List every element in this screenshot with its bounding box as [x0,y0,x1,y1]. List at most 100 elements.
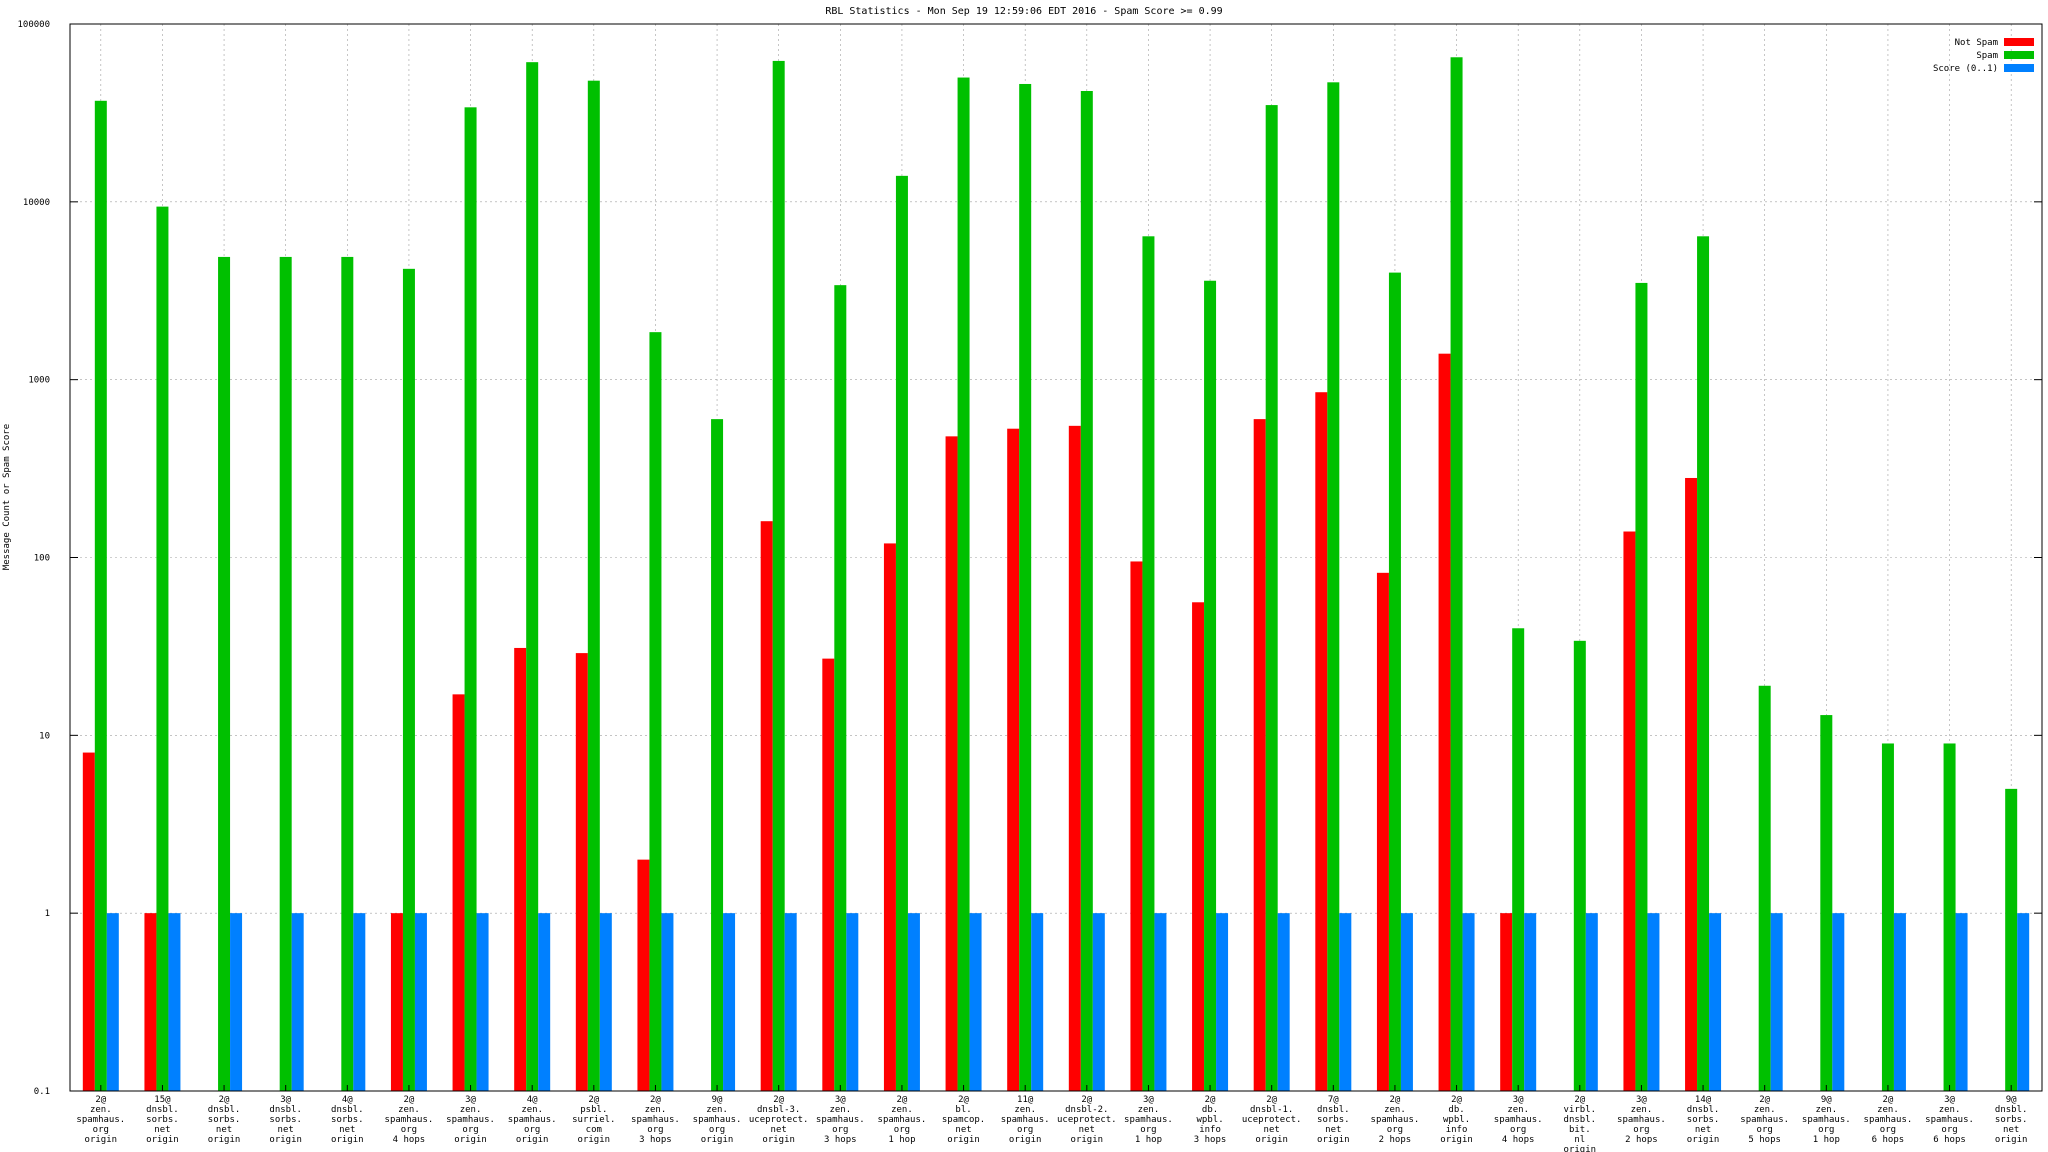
x-category-label-line: uceprotect. [1057,1115,1117,1125]
x-category-label: 2@ zen. spamhaus. org 4 hops [385,1095,434,1145]
bar-score-0-1-30 [1955,913,1968,1091]
x-category-label-line: origin [85,1135,118,1145]
x-category-label-line: spamhaus. [1371,1115,1420,1125]
x-category-label: 2@ dnsbl. sorbs. net origin [208,1095,241,1145]
y-tick-label: 1000 [28,376,50,386]
bar-spam-31 [2005,788,2018,1091]
bar-not-spam-21 [1376,572,1389,1091]
x-category-label-line: dnsbl-1. [1250,1105,1293,1115]
bar-score-0-1-27 [1770,913,1783,1091]
x-category-label-line: 2 hops [1379,1135,1412,1145]
x-category-label-line: origin [947,1135,980,1145]
y-tick-label: 10000 [23,198,50,208]
x-category-label-line: 2@ [897,1095,908,1105]
x-category-label-line: sorbs. [1995,1115,2028,1125]
x-category-label: 2@ zen. spamhaus. org 5 hops [1740,1095,1789,1145]
x-category-label-line: 2@ [1883,1095,1894,1105]
x-category-label-line: origin [1255,1135,1288,1145]
bar-spam-9 [649,332,662,1091]
x-category-label-line: net [339,1125,355,1135]
x-category-label-line: bit. [1569,1125,1591,1135]
x-category-label-line: sorbs. [208,1115,241,1125]
x-category-label-line: spamhaus. [508,1115,557,1125]
bar-spam-25 [1635,282,1648,1092]
x-category-label-line: org [1880,1125,1896,1135]
legend-swatch [2004,38,2034,46]
x-category-label-line: 1 hop [888,1135,915,1145]
bar-spam-5 [402,268,415,1091]
x-category-label-line: wpbl. [1197,1115,1224,1125]
x-category-label: 15@ dnsbl. sorbs. net origin [146,1095,179,1145]
x-category-label-line: db. [1448,1105,1464,1115]
x-category-label: 2@ psbl. surriel. com origin [572,1095,615,1145]
grid-lines [70,23,2042,1092]
x-category-label-line: net [216,1125,232,1135]
x-category-label-line: 2@ [1266,1095,1277,1105]
bar-score-0-1-0 [106,913,119,1091]
x-category-label-line: zen. [1631,1105,1653,1115]
x-category-label-line: 2@ [958,1095,969,1105]
x-category-label-line: origin [208,1135,241,1145]
x-category-label-line: spamhaus. [693,1115,742,1125]
x-category-label-line: net [278,1125,294,1135]
x-category-label-line: origin [1317,1135,1350,1145]
x-category-label-line: 3@ [1143,1095,1154,1105]
x-category-label-line: spamhaus. [1617,1115,1666,1125]
bar-spam-10 [711,419,724,1091]
x-category-label: 2@ dnsbl-1. uceprotect. net origin [1242,1095,1302,1145]
x-category-label: 3@ zen. spamhaus. org 3 hops [816,1095,865,1145]
x-category-label-line: zen. [1014,1105,1036,1115]
x-category-label-line: dnsbl. [331,1105,364,1115]
x-category-label: 7@ dnsbl. sorbs. net origin [1317,1095,1350,1145]
x-category-label-line: 2@ [1574,1095,1585,1105]
x-category-label-line: org [1818,1125,1834,1135]
x-category-label: 3@ zen. spamhaus. org 4 hops [1494,1095,1543,1145]
x-category-label-line: net [2003,1125,2019,1135]
bar-not-spam-1 [144,913,157,1091]
bar-spam-29 [1881,743,1894,1091]
bar-spam-18 [1204,280,1217,1091]
x-category-label-line: spamhaus. [1864,1115,1913,1125]
x-category-label-line: spamhaus. [631,1115,680,1125]
x-category-label: 9@ zen. spamhaus. org origin [693,1095,742,1145]
x-category-label-line: origin [454,1135,487,1145]
bar-score-0-1-12 [846,913,859,1091]
legend-swatch [2004,64,2034,72]
x-category-label-line: 15@ [154,1095,171,1105]
bar-spam-1 [156,206,169,1092]
x-category-label-line: uceprotect. [1242,1115,1302,1125]
bar-score-0-1-16 [1092,913,1105,1091]
x-category-label-line: org [1941,1125,1957,1135]
y-tick-labels: 0.1 1 10 100 1000 10000 100000 [17,20,50,1097]
x-category-label-line: net [1325,1125,1341,1135]
x-category-label-line: 5 hops [1748,1135,1781,1145]
x-category-label-line: com [586,1125,602,1135]
x-category-label-line: org [1140,1125,1156,1135]
bar-spam-13 [895,175,908,1091]
x-category-label-line: 3@ [1944,1095,1955,1105]
bar-spam-3 [279,256,292,1092]
x-category-label-line: dnsbl. [1564,1115,1597,1125]
x-category-label-line: dnsbl. [269,1105,302,1115]
x-category-label-line: sorbs. [146,1115,179,1125]
x-category-label-line: 3@ [280,1095,291,1105]
bar-spam-16 [1080,90,1093,1091]
x-category-label: 3@ zen. spamhaus. org 6 hops [1925,1095,1974,1145]
bar-not-spam-9 [637,859,650,1091]
bar-not-spam-23 [1500,913,1513,1091]
x-category-label-line: dnsbl. [146,1105,179,1115]
x-category-label-line: spamcop. [942,1115,985,1125]
x-category-label-line: 14@ [1695,1095,1712,1105]
x-category-label: 14@ dnsbl. sorbs. net origin [1687,1095,1720,1145]
x-category-label-line: uceprotect. [749,1115,809,1125]
x-category-label-line: 1 hop [1135,1135,1162,1145]
bar-score-0-1-26 [1709,913,1722,1091]
x-category-label: 4@ dnsbl. sorbs. net origin [331,1095,364,1145]
x-category-label-line: zen. [1754,1105,1776,1115]
bar-score-0-1-13 [907,913,920,1091]
x-category-label-line: sorbs. [269,1115,302,1125]
bar-spam-19 [1265,105,1278,1092]
bar-score-0-1-9 [661,913,674,1091]
x-category-label-line: org [1017,1125,1033,1135]
